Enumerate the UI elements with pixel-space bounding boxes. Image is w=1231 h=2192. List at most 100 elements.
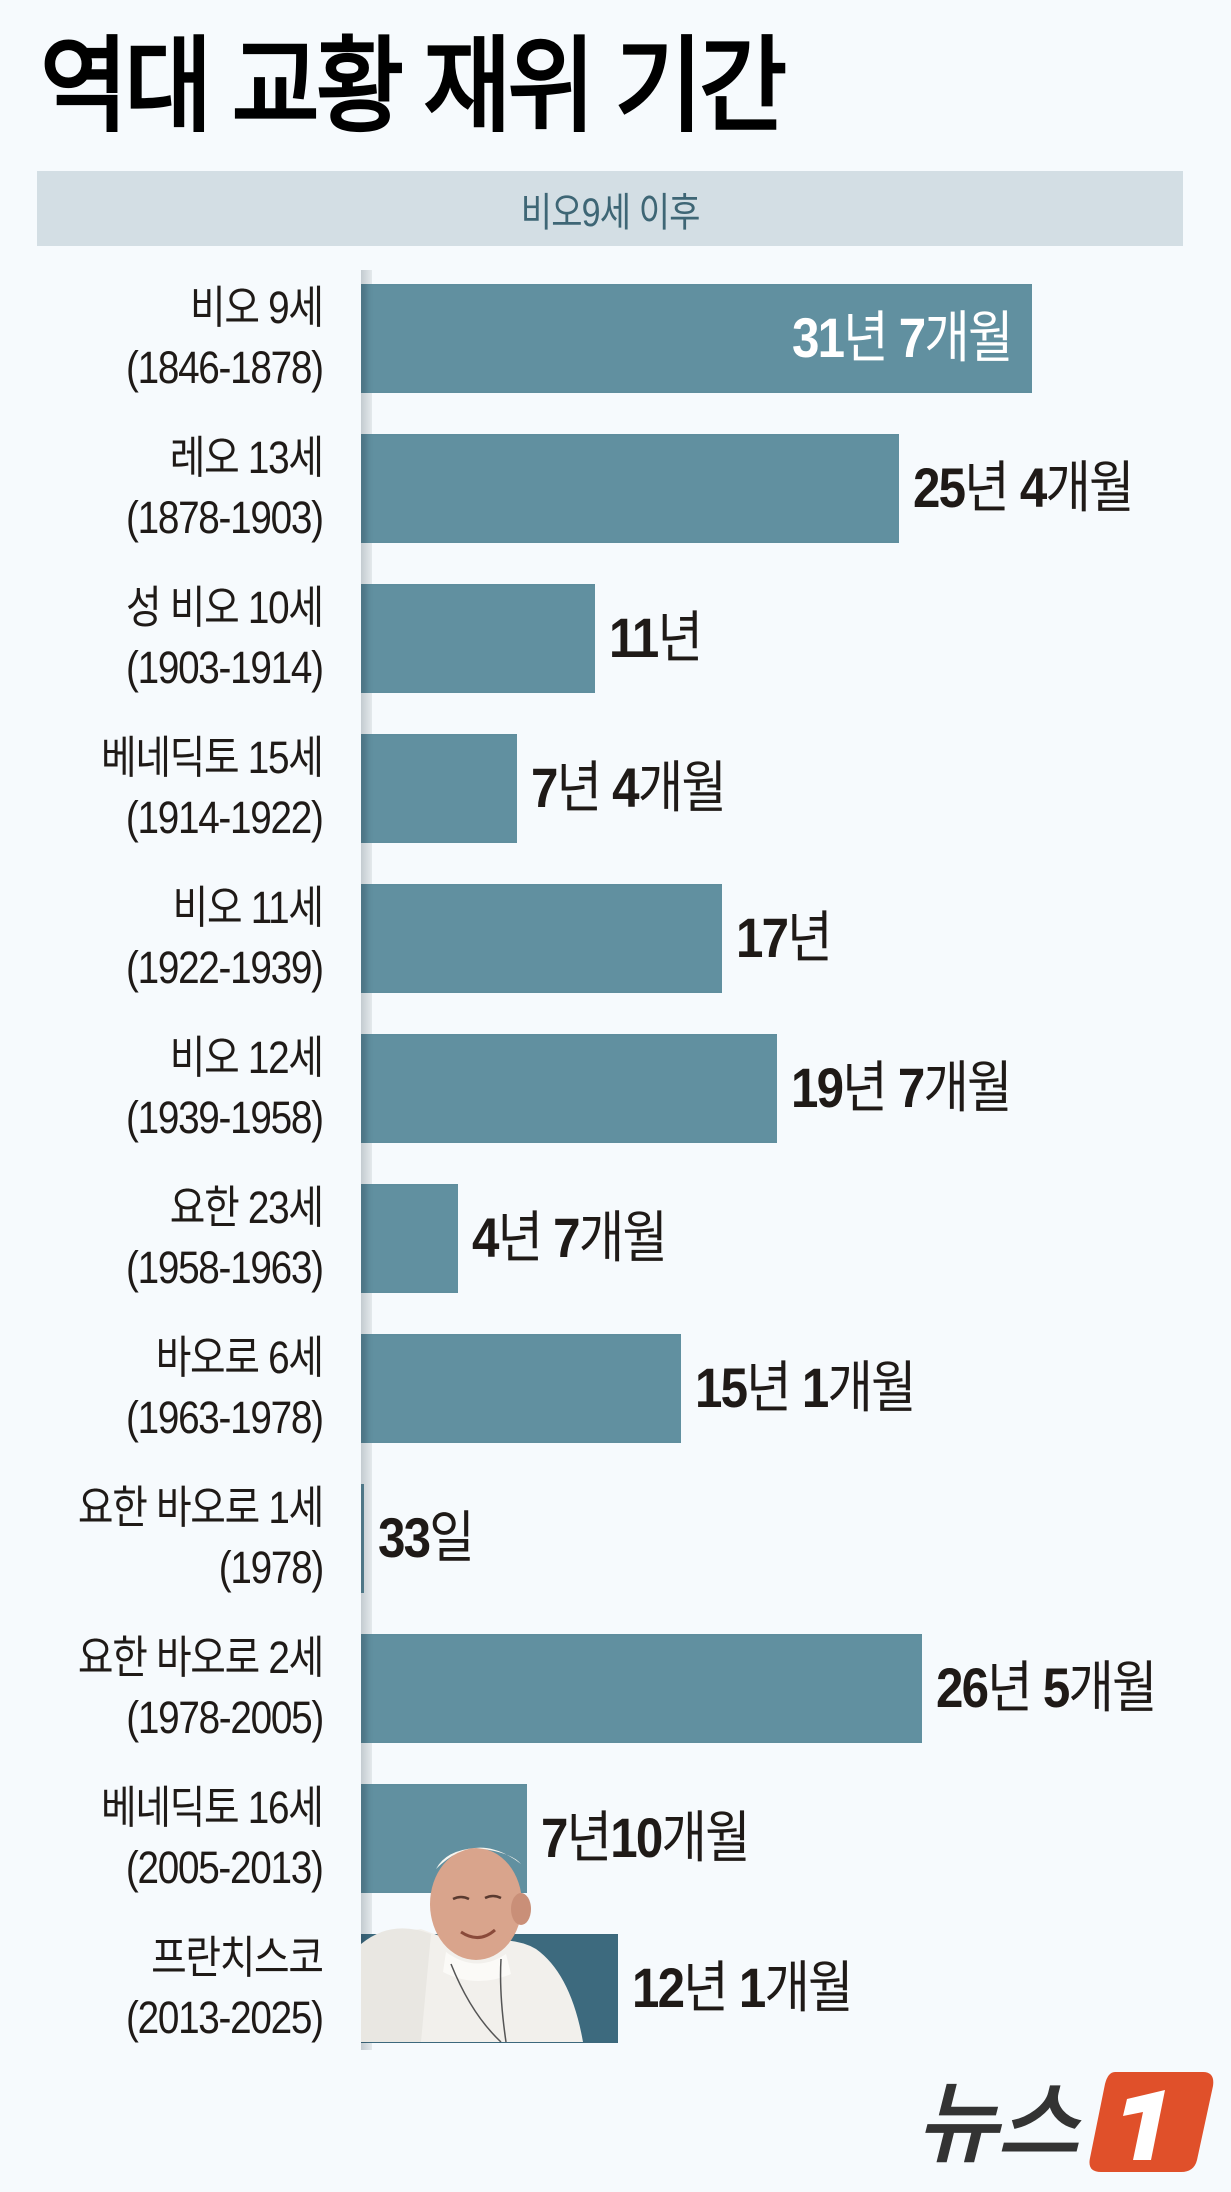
value-unit: 개월	[924, 306, 1014, 369]
pope-name: 베네딕토 16세	[101, 1782, 324, 1833]
reign-bar	[361, 1184, 458, 1293]
value-unit: 개월	[923, 1056, 1012, 1119]
pope-name: 바오로 6세	[156, 1332, 324, 1383]
reign-years: (1914-1922)	[126, 792, 324, 843]
reign-value-label: 31년 7개월	[792, 306, 1014, 370]
reign-bar	[361, 284, 1032, 393]
value-number: 33	[378, 1506, 431, 1569]
reign-value-label: 12년 1개월	[632, 1956, 853, 2020]
chart-row: 비오 12세 (1939-1958) 19년 7개월	[0, 1032, 1231, 1143]
pope-label: 베네딕토 16세 (2005-2013)	[101, 1778, 324, 1898]
value-number: 1	[738, 1956, 766, 2019]
value-unit: 년	[657, 606, 703, 669]
pope-name: 성 비오 10세	[126, 582, 324, 633]
value-number: 1	[801, 1356, 829, 1419]
pope-label: 성 비오 10세 (1903-1914)	[126, 578, 324, 698]
reign-value-label: 15년 1개월	[695, 1356, 916, 1420]
pope-name: 요한 바오로 2세	[77, 1632, 324, 1683]
reign-years: (1978)	[218, 1542, 324, 1593]
reign-value-label: 4년 7개월	[472, 1206, 668, 1270]
reign-value-label: 25년 4개월	[913, 456, 1134, 520]
value-number: 7	[899, 306, 926, 369]
chart-row: 요한 바오로 2세 (1978-2005) 26년 5개월	[0, 1632, 1231, 1743]
reign-value-label: 19년 7개월	[791, 1056, 1012, 1120]
pope-label: 바오로 6세 (1963-1978)	[126, 1328, 324, 1448]
chart-row: 바오로 6세 (1963-1978) 15년 1개월	[0, 1332, 1231, 1443]
reign-years: (1958-1963)	[126, 1242, 324, 1293]
pope-label: 프란치스코 (2013-2025)	[126, 1928, 324, 2048]
value-unit: 년	[497, 1206, 554, 1269]
chart-row: 비오 9세 (1846-1878) 31년 7개월	[0, 282, 1231, 393]
chart-row: 비오 11세 (1922-1939) 17년	[0, 882, 1231, 993]
value-number: 7	[531, 756, 558, 819]
reign-years: (1846-1878)	[126, 342, 324, 393]
value-unit: 년	[843, 306, 900, 369]
pope-name: 비오 12세	[170, 1032, 324, 1083]
reign-years: (1878-1903)	[126, 492, 324, 543]
value-number: 31	[792, 306, 845, 369]
reign-years: (1903-1914)	[126, 642, 324, 693]
value-number: 5	[1042, 1656, 1070, 1719]
pope-francis-photo-icon	[361, 1824, 591, 2042]
value-number: 26	[936, 1656, 989, 1719]
value-number: 10	[610, 1806, 663, 1869]
chart-row: 성 비오 10세 (1903-1914) 11년	[0, 582, 1231, 693]
chart-row: 레오 13세 (1878-1903) 25년 4개월	[0, 432, 1231, 543]
value-number: 4	[1019, 456, 1047, 519]
value-number: 4	[472, 1206, 499, 1269]
reign-years: (1963-1978)	[126, 1392, 324, 1443]
value-unit: 년	[964, 456, 1020, 519]
value-number: 7	[541, 1806, 568, 1869]
reign-years: (1939-1958)	[126, 1092, 324, 1143]
value-unit: 년	[556, 756, 613, 819]
pope-label: 요한 바오로 1세 (1978)	[77, 1478, 324, 1598]
reign-value-label: 11년	[609, 606, 703, 670]
pope-name: 요한 바오로 1세	[77, 1482, 324, 1533]
subtitle-text: 비오9세 이후	[520, 190, 701, 235]
pope-label: 요한 23세 (1958-1963)	[126, 1178, 324, 1298]
reign-years: (1978-2005)	[126, 1692, 324, 1743]
pope-name: 요한 23세	[170, 1182, 324, 1233]
value-unit: 개월	[637, 756, 727, 819]
value-number: 15	[695, 1356, 748, 1419]
value-number: 11	[609, 606, 659, 669]
value-unit: 년	[746, 1356, 802, 1419]
value-unit: 개월	[1045, 456, 1134, 519]
value-unit: 년	[842, 1056, 898, 1119]
reign-bar	[361, 1484, 364, 1593]
pope-label: 레오 13세 (1878-1903)	[126, 428, 324, 548]
value-unit: 년	[787, 906, 832, 969]
reign-bar	[361, 1634, 922, 1743]
value-unit: 개월	[1068, 1656, 1157, 1719]
reign-bar	[361, 884, 722, 993]
chart-axis-line	[361, 270, 372, 2050]
reign-value-label: 7년10개월	[541, 1806, 751, 1870]
pope-name: 베네딕토 15세	[101, 732, 324, 783]
news1-logo: 뉴스	[915, 2064, 1215, 2176]
value-number: 12	[632, 1956, 685, 2019]
reign-bar	[361, 434, 899, 543]
reign-bar	[361, 1334, 681, 1443]
value-unit: 개월	[661, 1806, 751, 1869]
value-unit: 년	[987, 1656, 1043, 1719]
value-unit: 년	[683, 1956, 739, 2019]
value-unit: 년	[566, 1806, 612, 1869]
pope-name: 프란치스코	[151, 1932, 324, 1983]
pope-name: 비오 9세	[190, 282, 324, 333]
value-unit: 개월	[827, 1356, 916, 1419]
pope-name: 비오 11세	[172, 882, 324, 933]
value-number: 7	[897, 1056, 925, 1119]
value-unit: 일	[429, 1506, 474, 1569]
chart-row: 요한 23세 (1958-1963) 4년 7개월	[0, 1182, 1231, 1293]
value-number: 7	[553, 1206, 580, 1269]
pope-label: 비오 9세 (1846-1878)	[126, 278, 324, 398]
pope-label: 비오 12세 (1939-1958)	[126, 1028, 324, 1148]
value-number: 4	[612, 756, 639, 819]
chart-row: 베네딕토 15세 (1914-1922) 7년 4개월	[0, 732, 1231, 843]
reign-value-label: 17년	[736, 906, 833, 970]
reign-bar	[361, 584, 595, 693]
value-number: 19	[791, 1056, 844, 1119]
logo-text: 뉴스	[917, 2074, 1082, 2173]
chart-row: 베네딕토 16세 (2005-2013) 7년10개월	[0, 1782, 1231, 1893]
reign-bar	[361, 734, 517, 843]
